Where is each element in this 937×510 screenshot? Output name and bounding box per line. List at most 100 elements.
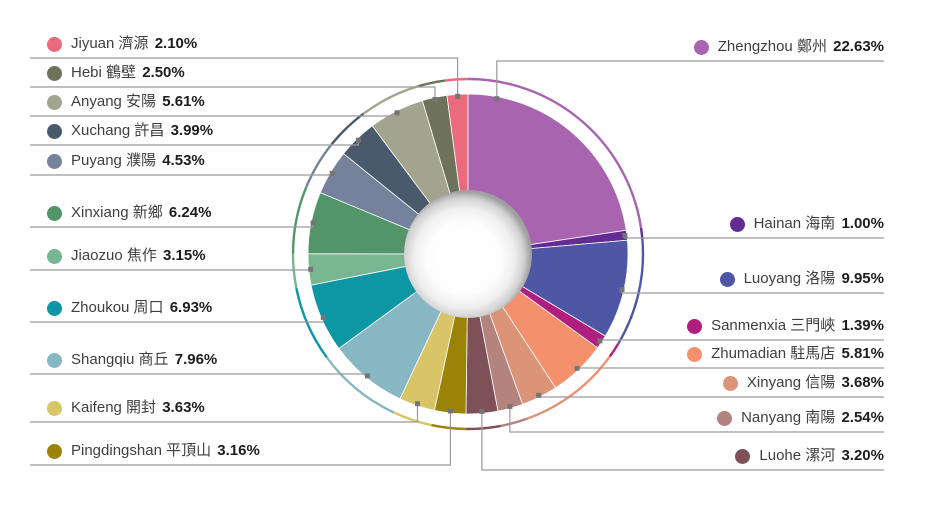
legend-color-dot [47,36,62,52]
legend-value: 2.10% [154,35,198,52]
legend-label: Sanmenxia 三門峽 [711,317,840,334]
leader-dot-luohe [479,408,485,414]
legend-item-jiaozuo: Jiaozuo 焦作 3.15% [47,245,206,267]
legend-item-zhoukou: Zhoukou 周口 6.93% [47,297,212,319]
legend-item-xuchang: Xuchang 許昌 3.99% [47,120,213,142]
legend-item-jiyuan: Jiyuan 濟源 2.10% [47,33,197,55]
legend-value: 3.99% [170,122,214,139]
legend-item-luohe: Luohe 漯河 3.20% [735,445,884,467]
legend-label: Hebi 鶴壁 [71,64,141,81]
legend-color-dot [47,400,62,416]
legend-value: 5.61% [162,93,205,110]
legend-label: Puyang 濮陽 [71,152,161,169]
legend-label: Xinyang 信陽 [746,374,840,391]
ring-arc-hainan [639,227,644,240]
legend-color-dot [47,300,62,316]
legend-color-dot [47,65,62,81]
leader-line-nanyang [509,406,884,433]
legend-value: 2.50% [142,64,185,81]
legend-item-xinxiang: Xinxiang 新鄉 6.24% [47,202,211,224]
legend-value: 1.00% [841,215,884,232]
ring-arc-sanmenxia [608,343,620,358]
legend-color-dot [717,410,733,426]
legend-item-pingdingshan: Pingdingshan 平頂山 3.16% [47,440,260,462]
ring-arc-shangqiu [325,356,395,414]
leader-dot-shangqiu [365,373,370,379]
ring-arc-nanyang [500,417,529,428]
ring-arc-zhoukou [295,287,328,359]
legend-label: Kaifeng 開封 [71,399,161,416]
legend-color-dot [693,39,709,55]
ring-arc-xuchang [330,112,364,145]
legend-label: Jiyuan 濟源 [71,35,153,52]
legend-color-dot [47,205,62,221]
leader-dot-zhengzhou [494,96,500,102]
legend-item-zhengzhou: Zhengzhou 鄭州 22.63% [693,36,884,58]
leader-line-zhengzhou [496,60,884,99]
legend-value: 3.68% [841,374,884,391]
ring-arc-xinyang [527,399,565,420]
legend-value: 4.53% [162,152,205,169]
legend-label: Nanyang 南陽 [741,409,840,426]
leader-dot-sanmenxia [597,338,603,344]
leader-dot-puyang [329,170,335,176]
legend-label: Xinxiang 新鄉 [71,204,167,221]
legend-value: 3.20% [841,447,884,464]
legend-label: Jiaozuo 焦作 [71,247,162,264]
legend-color-dot [735,448,751,464]
leader-dot-zhoukou [320,315,326,320]
legend-color-dot [687,346,703,362]
leader-line-pingdingshan [30,411,451,466]
legend-value: 22.63% [833,38,884,55]
legend-item-luoyang: Luoyang 洛陽 9.95% [719,268,884,290]
leader-dot-xuchang [355,137,361,143]
legend-value: 5.81% [841,345,884,362]
leader-line-hainan [624,235,884,239]
legend-color-dot [47,94,62,110]
legend-value: 1.39% [841,317,884,334]
leader-dot-pingdingshan [447,408,453,414]
legend-item-shangqiu: Shangqiu 商丘 7.96% [47,349,217,371]
legend-color-dot [47,352,62,368]
leader-dot-zhumadian [574,365,580,371]
legend-label: Anyang 安陽 [71,93,161,110]
legend-item-nanyang: Nanyang 南陽 2.54% [717,407,884,429]
legend-color-dot [719,271,735,287]
legend-value: 7.96% [174,351,218,368]
ring-arc-jiaozuo [291,253,298,289]
leader-dot-luoyang [619,287,625,292]
leader-dot-hebi [432,97,438,102]
legend-color-dot [47,123,62,139]
legend-label: Shangqiu 商丘 [71,351,173,368]
legend-item-anyang: Anyang 安陽 5.61% [47,91,205,113]
legend-color-dot [729,216,745,232]
legend-label: Luohe 漯河 [759,447,840,464]
ring-arc-luohe [465,424,502,431]
ring-arc-pingdingshan [431,423,466,431]
leader-dot-xinxiang [310,220,316,226]
legend-label: Pingdingshan 平頂山 [71,442,216,459]
legend-value: 9.95% [841,270,884,287]
legend-label: Zhumadian 駐馬店 [711,345,840,362]
legend-label: Xuchang 許昌 [71,122,169,139]
leader-dot-kaifeng [415,401,420,407]
leader-dot-hainan [622,233,628,238]
legend-color-dot [47,153,62,169]
legend-label: Hainan 海南 [753,215,840,232]
leader-line-anyang [30,112,398,117]
leader-dot-xinyang [536,392,542,398]
leader-line-luohe [481,411,884,471]
legend-label: Zhoukou 周口 [71,299,168,316]
legend-color-dot [47,443,62,459]
legend-label: Zhengzhou 鄭州 [717,38,832,55]
leader-dot-anyang [394,110,400,116]
leader-line-luoyang [621,289,884,294]
outer-ring [291,77,645,431]
legend-item-kaifeng: Kaifeng 開封 3.63% [47,397,205,419]
legend-item-xinyang: Xinyang 信陽 3.68% [722,372,884,394]
legend-color-dot [722,375,738,391]
leader-line-jiyuan [30,57,459,97]
ring-arc-kaifeng [393,411,432,427]
leader-dot-nanyang [507,403,513,409]
legend-item-sanmenxia: Sanmenxia 三門峽 1.39% [687,315,884,337]
